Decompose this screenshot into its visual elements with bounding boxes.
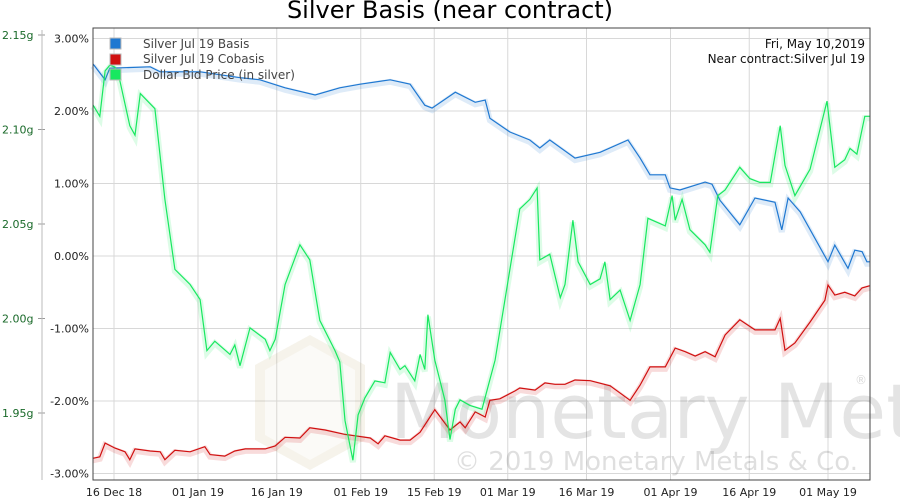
x-tick-label: 16 Jan 19	[251, 486, 303, 499]
legend-label: Dollar Bid Price (in silver)	[143, 68, 295, 82]
gram-tick-label: 2.00g	[2, 313, 33, 326]
y-tick-label: 3.00%	[54, 33, 89, 46]
y-tick-label: 1.00%	[54, 178, 89, 191]
x-tick-label: 16 Mar 19	[559, 486, 615, 499]
gram-tick-label: 2.15g	[2, 29, 33, 42]
legend-item-basis[interactable]: Silver Jul 19 Basis	[109, 37, 249, 51]
legend: Silver Jul 19 Basis Silver Jul 19 Cobasi…	[109, 37, 295, 82]
series-lines	[90, 63, 871, 468]
series-shadow	[92, 279, 871, 468]
legend-swatch-basis	[109, 37, 122, 50]
gram-tick-label: 2.10g	[2, 124, 33, 137]
x-tick-label: 01 Jan 19	[172, 486, 224, 499]
legend-item-dollar-bid[interactable]: Dollar Bid Price (in silver)	[109, 68, 295, 82]
legend-item-cobasis[interactable]: Silver Jul 19 Cobasis	[109, 52, 264, 66]
series-line-0	[92, 63, 870, 270]
series-shadow	[90, 63, 870, 463]
legend-swatch-cobasis	[109, 53, 122, 66]
series-shadow	[90, 64, 870, 278]
x-tick-label: 16 Dec 18	[86, 486, 142, 499]
series-line-1	[92, 283, 871, 461]
y-tick-label: 2.00%	[54, 105, 89, 118]
gram-tick-label: 2.05g	[2, 218, 33, 231]
watermark-copyright: © 2019 Monetary Metals & Co.	[454, 447, 858, 477]
x-tick-label: 01 May 19	[799, 486, 857, 499]
annotation-date: Fri, May 10,2019	[765, 37, 865, 51]
y-tick-label: 0.00%	[54, 250, 89, 263]
series-line-2	[92, 64, 870, 461]
plot-frame	[92, 27, 871, 481]
y-axis-grams: 2.15g 2.10g 2.05g 2.00g 1.95g	[2, 29, 45, 480]
watermark-registered: ®	[855, 373, 867, 387]
legend-label: Silver Jul 19 Cobasis	[143, 52, 264, 66]
y-tick-label: -1.00%	[50, 323, 89, 336]
x-tick-label: 01 Apr 19	[643, 486, 697, 499]
x-tick-label: 15 Feb 19	[407, 486, 461, 499]
y-tick-label: -3.00%	[50, 468, 89, 481]
x-tick-label: 01 Mar 19	[480, 486, 536, 499]
x-axis: 16 Dec 18 01 Jan 19 16 Jan 19 01 Feb 19 15 F…	[86, 486, 857, 499]
legend-swatch-dollar-bid	[109, 68, 122, 81]
annotation-contract: Near contract:Silver Jul 19	[708, 52, 865, 66]
gram-tick-label: 1.95g	[2, 407, 33, 420]
watermark: Monetary Metals ® © 2019 Monetary Metals…	[255, 335, 900, 477]
chart-title: Silver Basis (near contract)	[286, 0, 614, 24]
y-tick-label: -2.00%	[50, 395, 89, 408]
grid	[93, 28, 870, 480]
x-tick-label: 16 Apr 19	[722, 486, 776, 499]
x-tick-label: 01 Feb 19	[334, 486, 388, 499]
legend-label: Silver Jul 19 Basis	[143, 37, 249, 51]
y-axis-left: 3.00% 2.00% 1.00% 0.00% -1.00% -2.00% -3.00%	[50, 33, 89, 481]
